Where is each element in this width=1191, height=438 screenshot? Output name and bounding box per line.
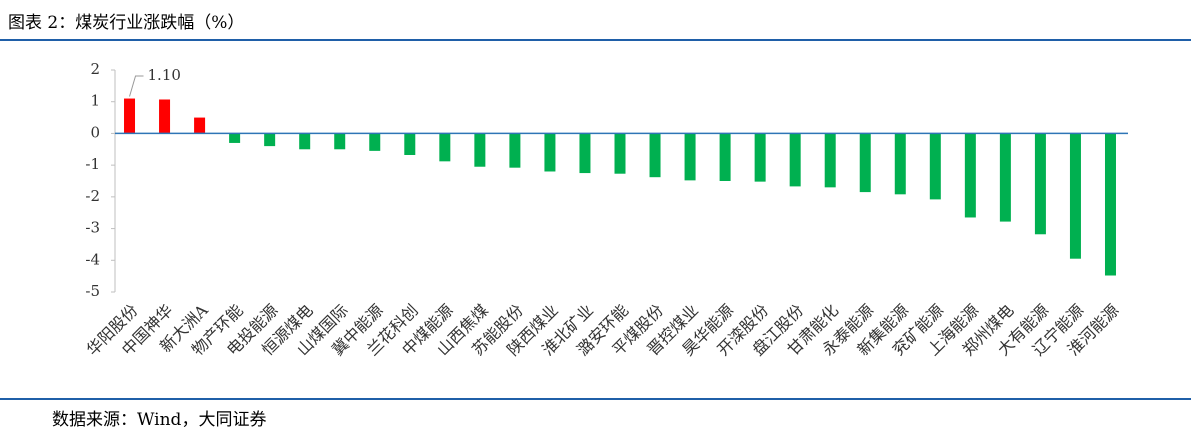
y-tick-label: -1 bbox=[85, 155, 100, 173]
y-tick-label: -4 bbox=[85, 250, 100, 268]
bar bbox=[544, 133, 556, 172]
y-tick-label: 1 bbox=[90, 92, 100, 110]
y-tick-label: -3 bbox=[85, 219, 100, 237]
bar bbox=[474, 133, 486, 167]
bar bbox=[124, 98, 136, 134]
bar bbox=[1069, 133, 1081, 259]
bar bbox=[264, 133, 276, 147]
bar bbox=[649, 133, 661, 178]
y-tick-label: -5 bbox=[85, 282, 100, 300]
bar bbox=[299, 133, 311, 150]
source: 数据来源：Wind，大同证券 bbox=[52, 410, 267, 430]
bar bbox=[719, 133, 731, 181]
bar bbox=[929, 133, 941, 200]
footer-rule bbox=[0, 398, 1191, 400]
label-leader bbox=[129, 75, 144, 97]
bar bbox=[684, 133, 696, 181]
bar bbox=[159, 99, 171, 134]
chart: 210-1-2-3-4-5华阳股份1.10中国神华新大洲A物产环能电投能源恒源煤… bbox=[83, 60, 1128, 359]
bar bbox=[509, 133, 521, 168]
bar bbox=[229, 133, 241, 143]
bar bbox=[754, 133, 766, 182]
bar bbox=[894, 133, 906, 195]
bar bbox=[824, 133, 836, 188]
bar bbox=[439, 133, 451, 162]
chart-title: 图表 2：煤炭行业涨跌幅（%） bbox=[8, 13, 245, 33]
bar bbox=[404, 133, 416, 155]
bar bbox=[999, 133, 1011, 222]
bar bbox=[964, 133, 976, 218]
bar bbox=[369, 133, 381, 151]
header-rule bbox=[0, 39, 1191, 41]
bar bbox=[1104, 133, 1116, 276]
bar bbox=[194, 117, 206, 134]
y-tick-label: 0 bbox=[90, 123, 100, 141]
bar bbox=[859, 133, 871, 193]
bar bbox=[789, 133, 801, 187]
data-label: 1.10 bbox=[148, 66, 181, 84]
bar bbox=[334, 133, 346, 150]
bar bbox=[1034, 133, 1046, 235]
y-tick-label: -2 bbox=[85, 187, 100, 205]
bar bbox=[579, 133, 591, 174]
bar bbox=[614, 133, 626, 174]
y-tick-label: 2 bbox=[90, 60, 100, 78]
